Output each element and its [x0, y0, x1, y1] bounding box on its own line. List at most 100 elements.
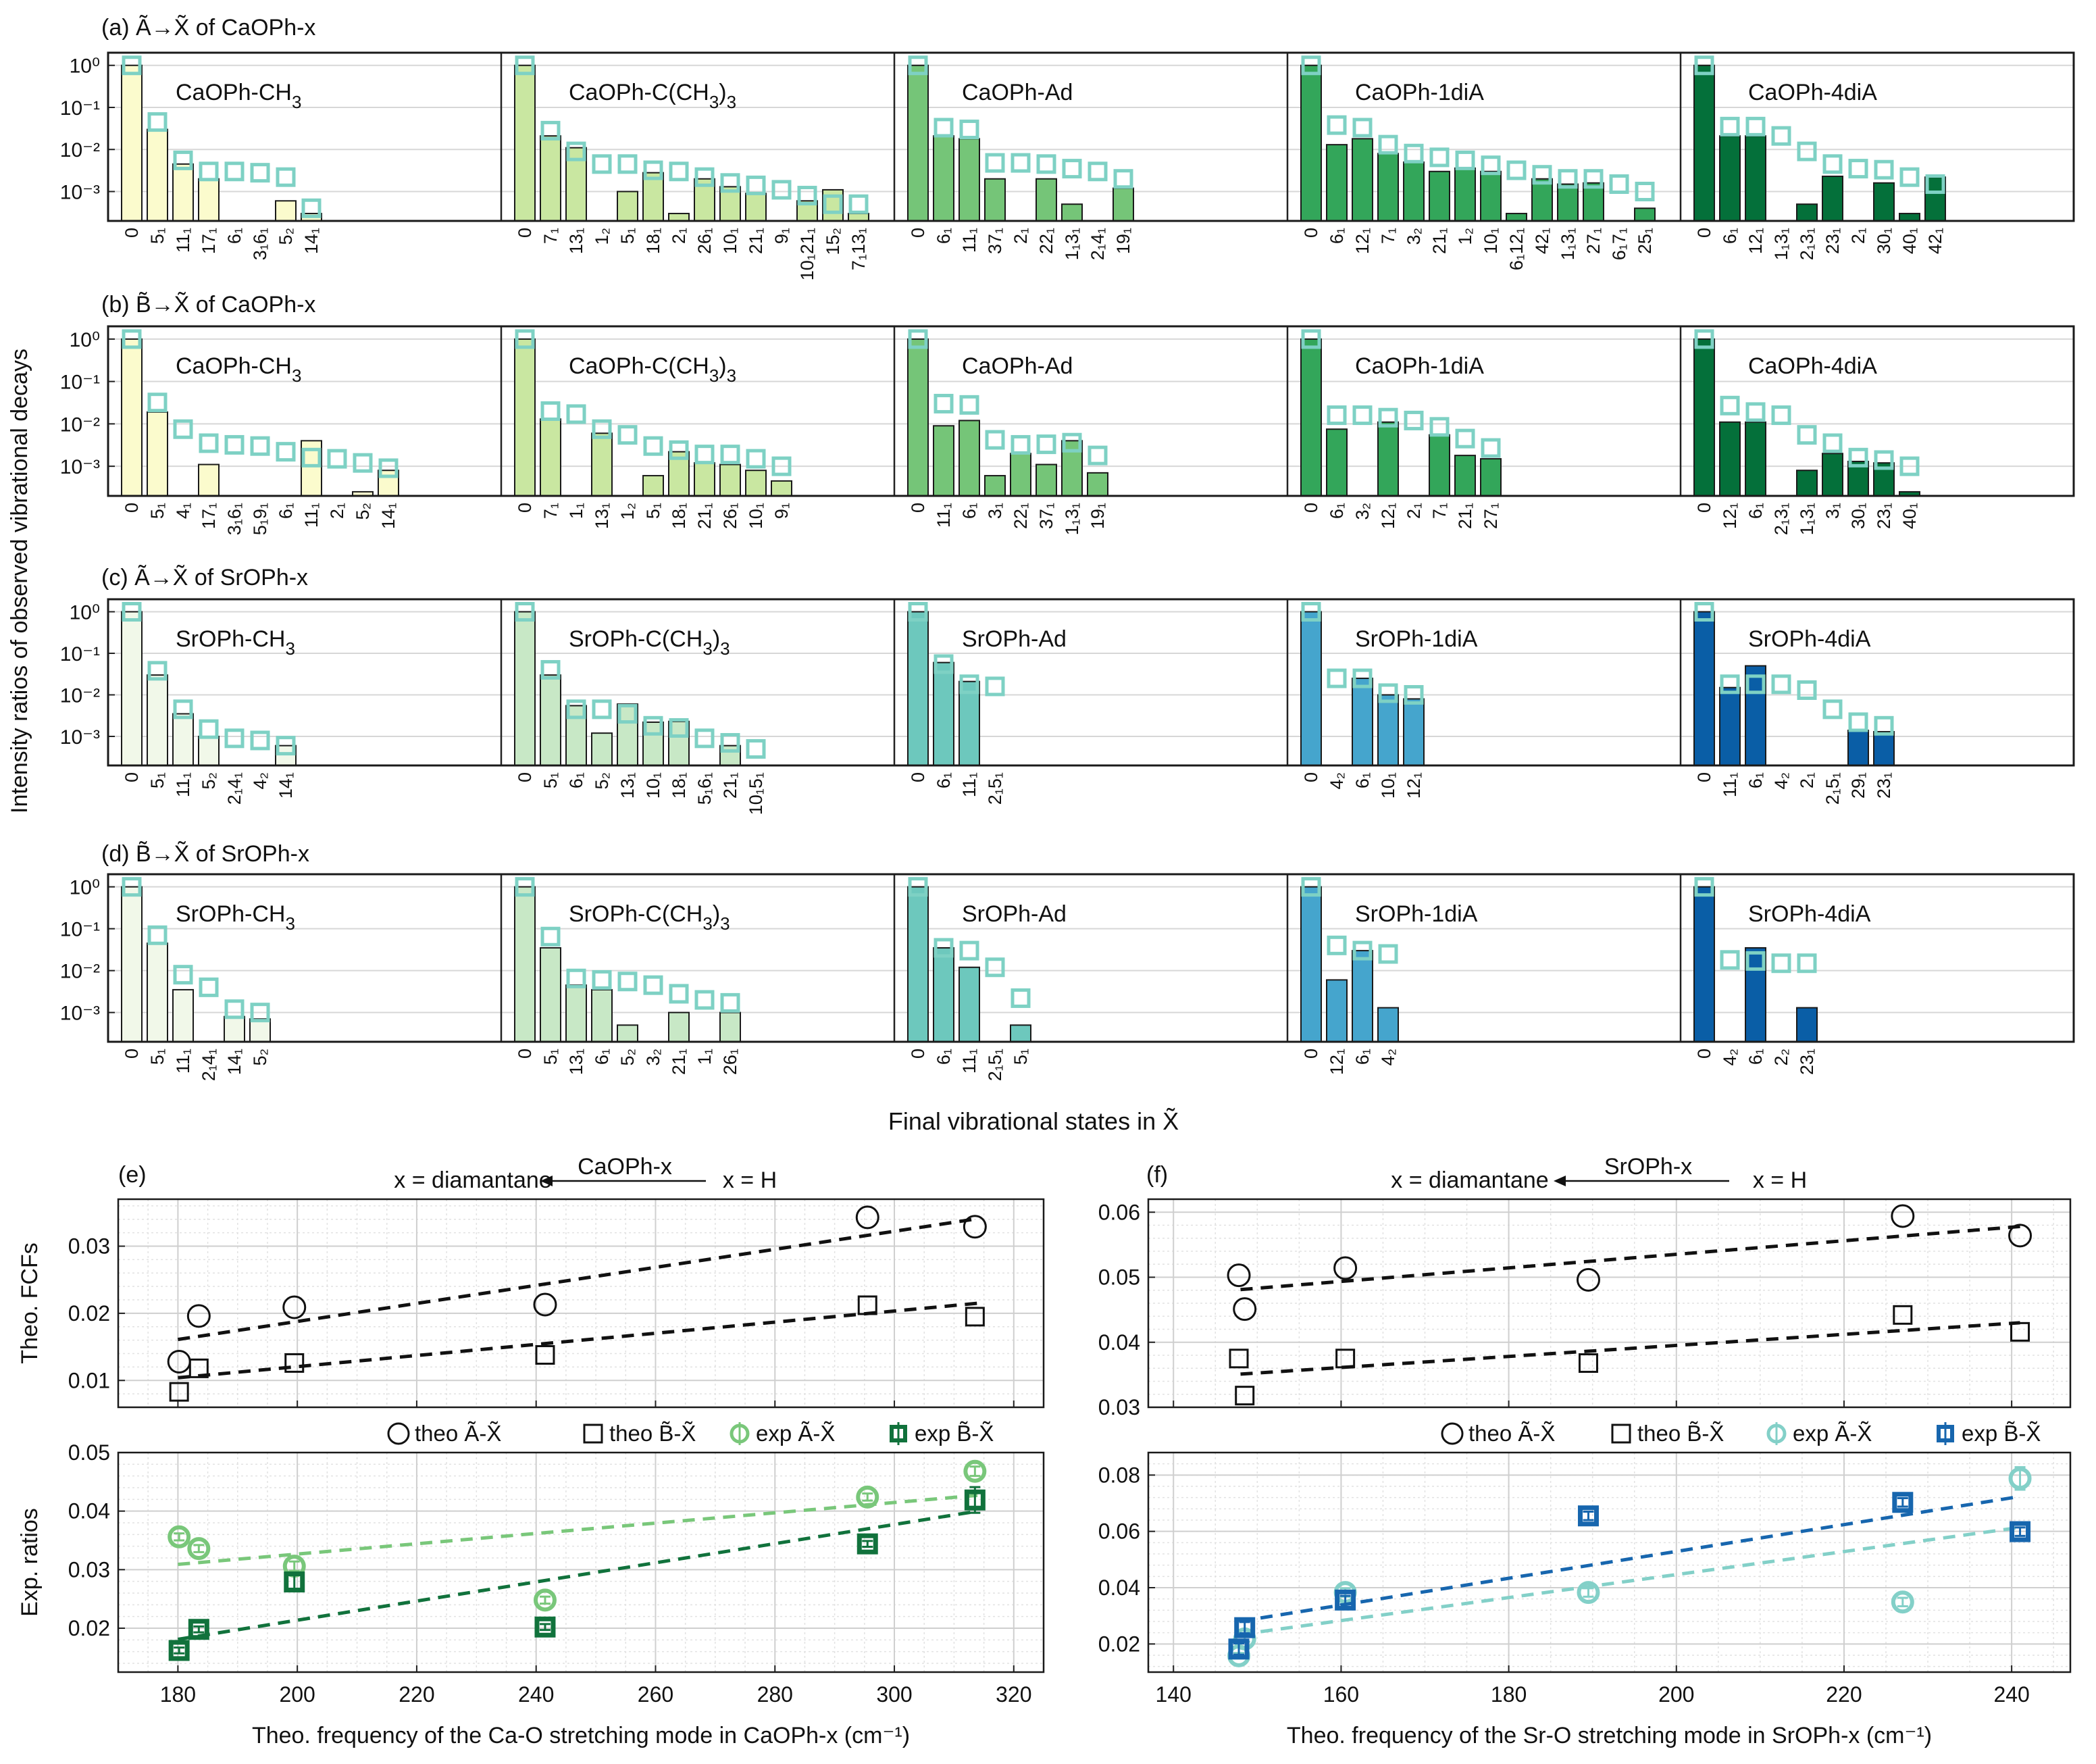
- theory-marker-sroph-4dia-1: [1720, 950, 1740, 970]
- point-exp-b: [1577, 1505, 1599, 1527]
- group-title: CaOPh-CH3: [176, 80, 301, 112]
- state-label: 1₁3₁: [1771, 228, 1791, 260]
- state-label: 17₁: [199, 228, 219, 254]
- state-label: 5₁: [617, 228, 638, 244]
- group-title: SrOPh-C(CH3)3: [569, 626, 730, 659]
- state-label: 18₁: [669, 503, 689, 529]
- group-sroph-4dia: SrOPh-4diA 0 11₁ 6₁ 4₂ 2₁ 2₁5₁ 29₁ 23₁: [1693, 602, 1895, 805]
- x-axis-label: Theo. frequency of the Sr-O stretching m…: [1287, 1723, 1932, 1748]
- theory-marker-sroph-ch3-5: [250, 1003, 270, 1023]
- x-tick-label: 220: [1826, 1682, 1862, 1707]
- theory-marker-caoph-4dia-4: [1797, 425, 1817, 445]
- y-tick-label: 10⁻¹: [60, 643, 100, 665]
- group-sroph-ad: SrOPh-Ad 0 6₁ 11₁ 2₁5₁: [907, 602, 1067, 805]
- point-exp-b: [1335, 1589, 1356, 1611]
- bar-sroph-ch3-5: [249, 1018, 271, 1043]
- theory-marker-sroph-ch3-0: [122, 877, 142, 897]
- bar-caoph-1dia-0: [1300, 64, 1322, 222]
- theory-marker-caoph-1dia-10: [1558, 169, 1578, 189]
- theory-marker-sroph-c-ch3-3-1: [540, 926, 561, 947]
- state-label: 4₁: [173, 503, 193, 519]
- theory-marker-caoph-c-ch3-3-9: [746, 175, 766, 195]
- theory-marker-caoph-1dia-6: [1455, 150, 1475, 170]
- theory-marker-caoph-4dia-7: [1874, 159, 1894, 180]
- group-title: SrOPh-1diA: [1355, 626, 1478, 652]
- bar-sroph-1dia-2: [1352, 950, 1373, 1043]
- y-tick-label: 10⁻²: [60, 413, 100, 436]
- state-label: 0: [122, 1049, 142, 1059]
- state-label: 11₁: [301, 503, 322, 528]
- theory-marker-sroph-c-ch3-3-0: [515, 602, 535, 622]
- legend-f: theo Ã-X̃ theo B̃-X̃ exp Ã-X̃ exp B̃-X̃: [1441, 1421, 2041, 1446]
- x-tick-label: 280: [757, 1682, 793, 1707]
- theory-marker-caoph-c-ch3-3-5: [643, 160, 663, 180]
- theory-marker-sroph-ad-2: [959, 674, 979, 695]
- state-label: 12₁: [1352, 228, 1373, 254]
- point-theo-b: [169, 1382, 189, 1402]
- theory-marker-sroph-c-ch3-3-1: [540, 659, 561, 680]
- theory-marker-sroph-c-ch3-3-3: [592, 699, 612, 720]
- point-theo-b: [857, 1295, 877, 1315]
- bar-sroph-ch3-4: [224, 1015, 245, 1042]
- bar-caoph-c-ch3-3-3: [591, 432, 613, 497]
- x-tick-label: 140: [1156, 1682, 1192, 1707]
- point-theo-b: [2010, 1321, 2030, 1342]
- state-label: 0: [908, 228, 928, 238]
- caption-left: x = diamantane: [1391, 1167, 1548, 1193]
- state-label: 1₁: [566, 503, 586, 519]
- bar-caoph-1dia-7: [1480, 170, 1502, 222]
- bar-sroph-ad-0: [907, 611, 929, 767]
- fit-line: [178, 1217, 979, 1342]
- fit-line: [1240, 1494, 2020, 1623]
- state-label: 0: [1694, 503, 1714, 513]
- axes-e: 0.01 0.02 0.03 Theo. FCFs: [17, 1198, 1045, 1409]
- fit-line: [1240, 1526, 2020, 1636]
- legend-label: theo Ã-X̃: [1468, 1421, 1555, 1446]
- state-label: 2₁4₁: [224, 772, 245, 805]
- state-label: 2₁: [1404, 503, 1424, 519]
- theory-marker-caoph-1dia-6: [1455, 428, 1475, 449]
- y-axis-label: Intensity ratios of observed vibrational…: [7, 349, 32, 813]
- theory-marker-caoph-1dia-2: [1352, 118, 1373, 138]
- state-label: 23₁: [1797, 1049, 1817, 1075]
- y-tick-label: 10⁻²: [60, 961, 100, 983]
- bar-caoph-4dia-8: [1899, 213, 1920, 222]
- bar-caoph-ch3-1: [147, 411, 168, 497]
- state-label: 5₂: [353, 503, 373, 520]
- bar-caoph-4dia-7: [1873, 182, 1895, 222]
- theory-marker-caoph-4dia-1: [1720, 116, 1740, 136]
- theory-marker-caoph-ad-0: [908, 329, 928, 349]
- state-label: 10₁: [746, 503, 766, 529]
- y-tick-label: 10⁻³: [60, 726, 100, 749]
- point-theo-b: [1229, 1349, 1249, 1369]
- legend-label: theo Ã-X̃: [415, 1421, 501, 1446]
- state-label: 1₁: [694, 1049, 715, 1065]
- theory-marker-caoph-ad-3: [985, 153, 1005, 173]
- bar-sroph-c-ch3-3-1: [540, 947, 561, 1042]
- theory-marker-sroph-4dia-4: [1797, 953, 1817, 974]
- bar-caoph-4dia-1: [1719, 421, 1741, 497]
- bar-caoph-1dia-0: [1300, 338, 1322, 497]
- bar-caoph-1dia-3: [1377, 153, 1399, 222]
- theory-marker-sroph-ch3-5: [250, 730, 270, 751]
- theory-marker-caoph-c-ch3-3-1: [540, 120, 561, 141]
- theory-marker-sroph-c-ch3-3-9: [746, 739, 766, 759]
- theory-marker-caoph-ad-0: [908, 55, 928, 76]
- state-label: 15₂: [823, 228, 843, 255]
- group-title: CaOPh-4diA: [1748, 80, 1877, 105]
- bar-caoph-ad-0: [907, 64, 929, 222]
- theory-marker-sroph-ad-0: [908, 877, 928, 897]
- theory-marker-caoph-c-ch3-3-10: [771, 456, 792, 476]
- bar-caoph-1dia-5: [1429, 170, 1450, 222]
- bar-caoph-1dia-13: [1634, 207, 1656, 222]
- point-exp-b: [1228, 1638, 1250, 1660]
- theory-marker-caoph-ad-5: [1036, 434, 1056, 455]
- point-theo-b: [284, 1353, 305, 1373]
- state-label: 23₁: [1822, 228, 1843, 254]
- theory-marker-caoph-ad-1: [934, 393, 954, 413]
- bar-caoph-1dia-7: [1480, 458, 1502, 497]
- state-label: 21₁: [694, 503, 715, 529]
- state-label: 21₁: [1429, 228, 1450, 254]
- state-label: 30₁: [1848, 503, 1868, 529]
